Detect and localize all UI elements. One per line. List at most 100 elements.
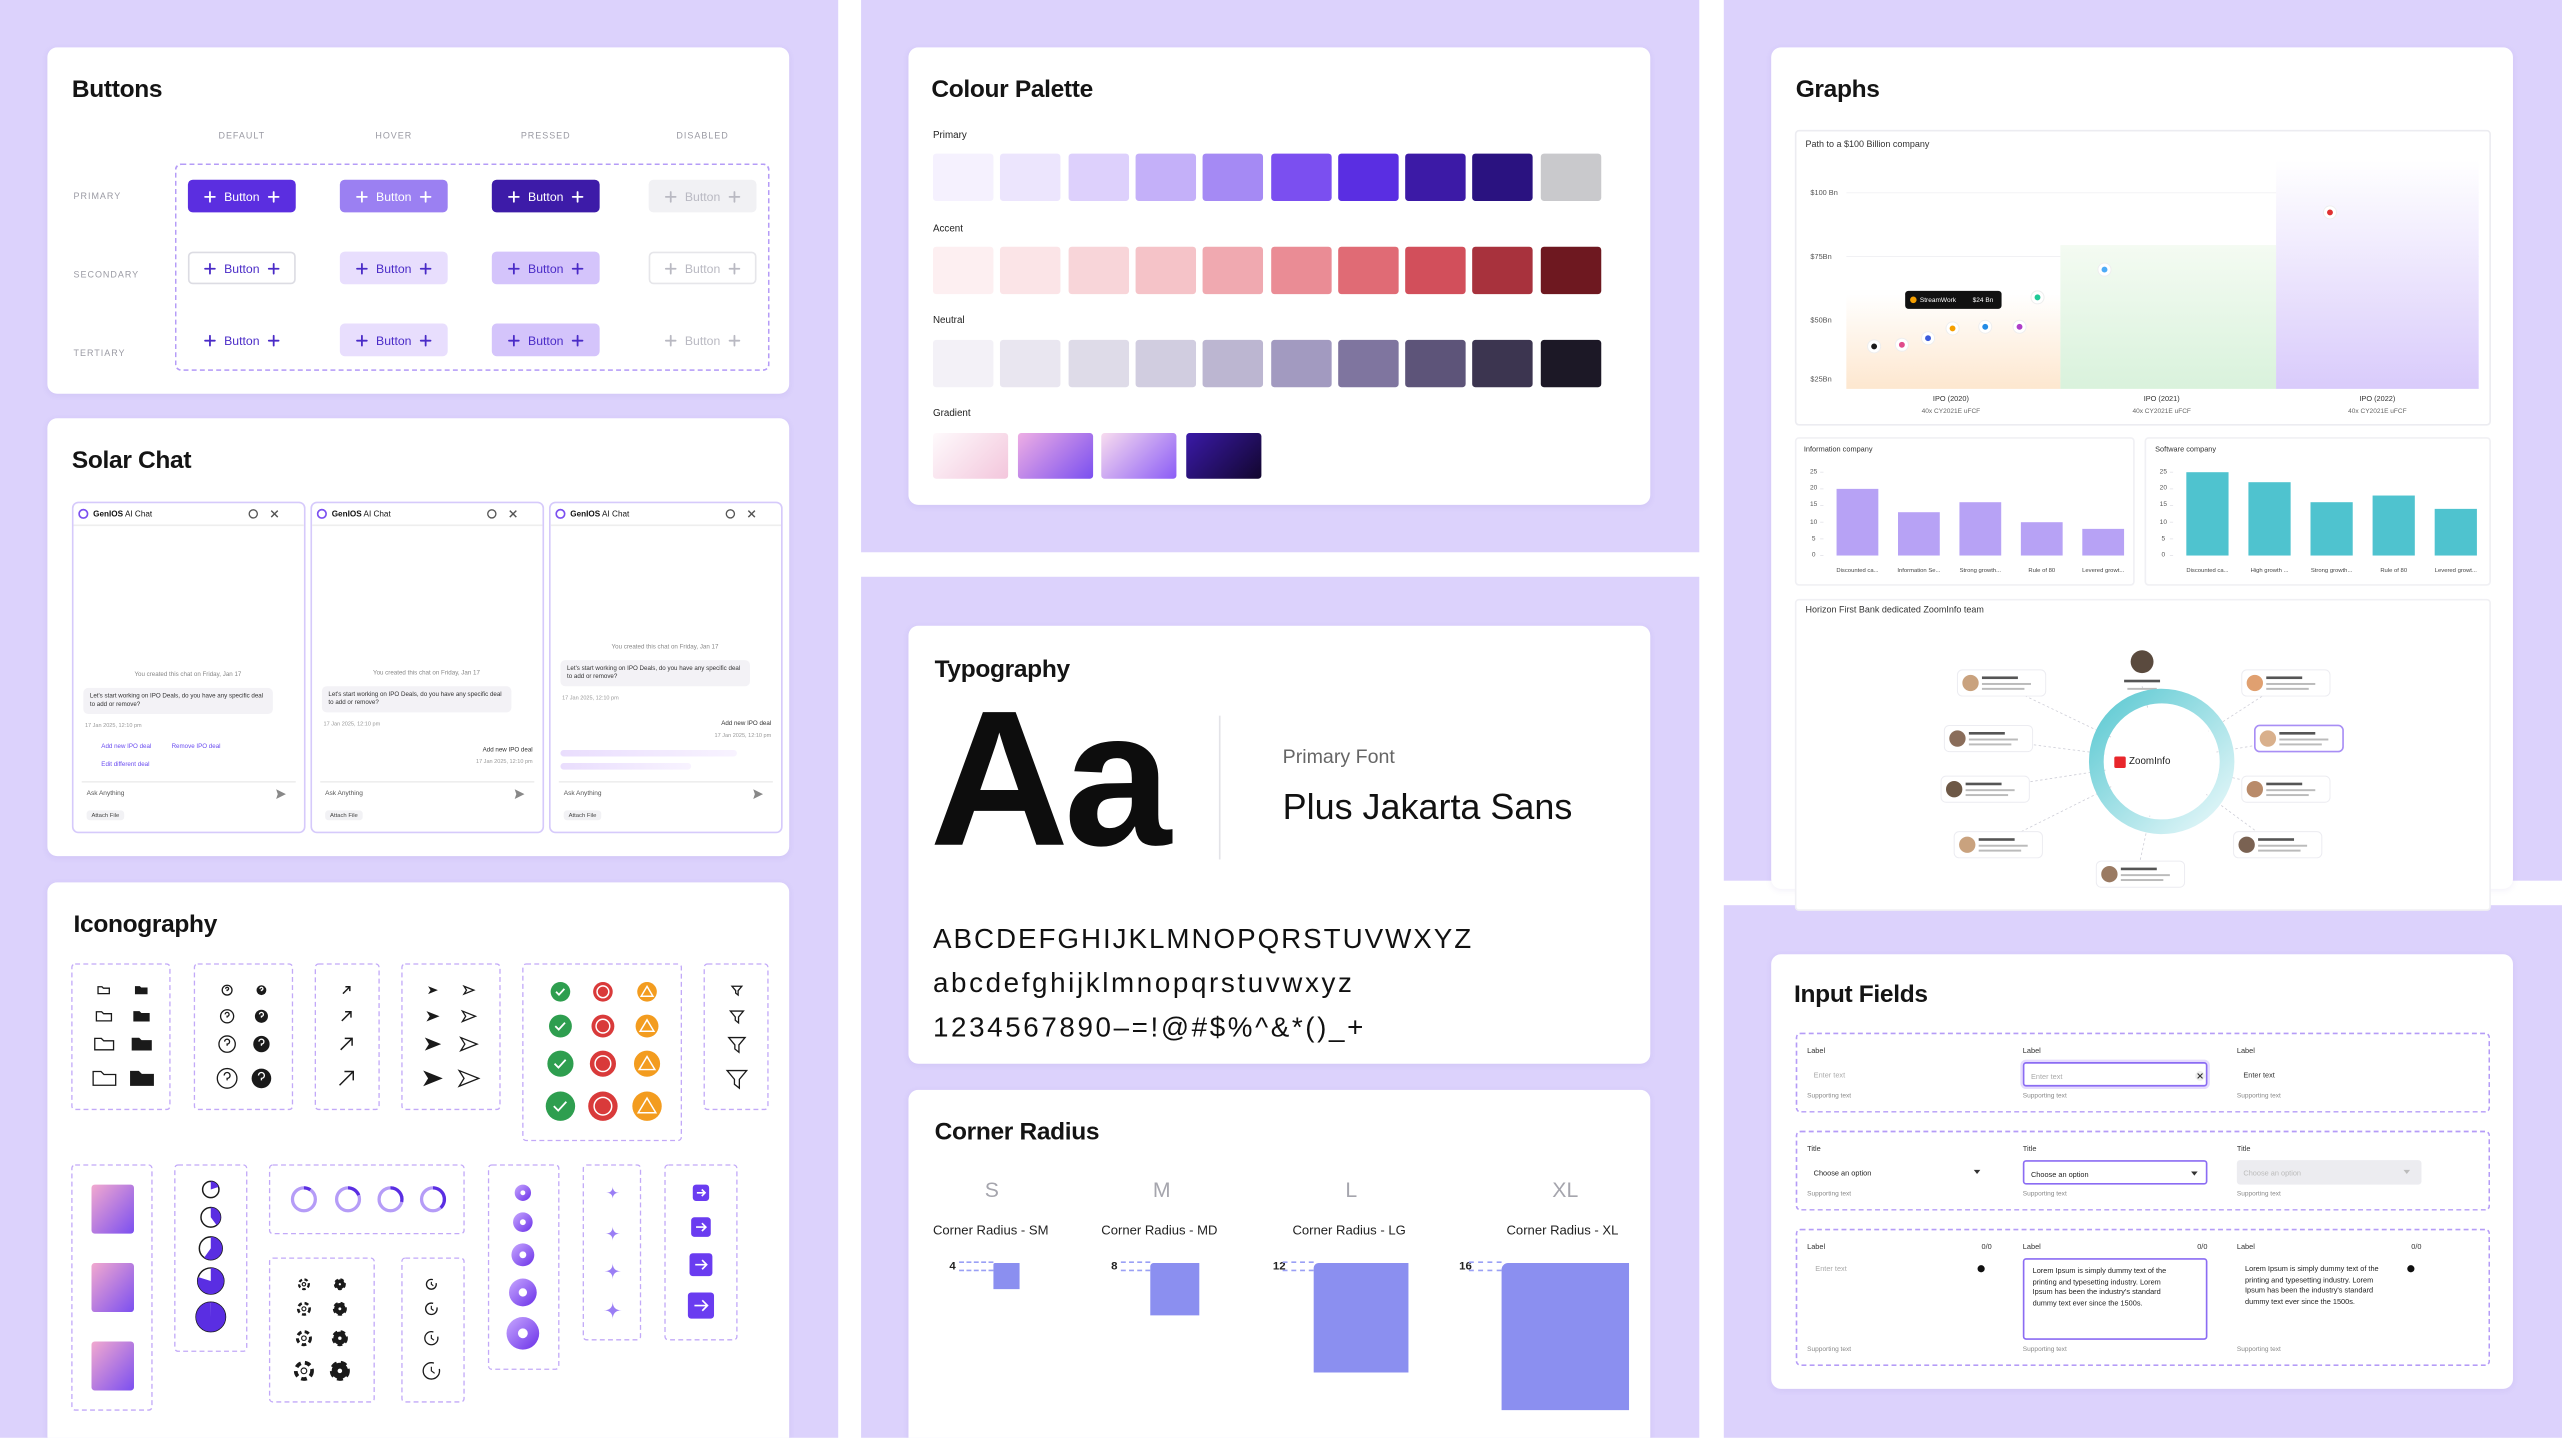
chat-input[interactable]: Ask Anything [320, 781, 535, 804]
history-hand [430, 1366, 435, 1374]
arrow-glyph [695, 1259, 708, 1270]
bar [2248, 482, 2291, 556]
plus-icon [728, 190, 740, 202]
colour-swatch [1067, 339, 1129, 388]
glyphs-uppercase: ABCDEFGHIJKLMNOPQRSTUVWXYZ [932, 923, 1474, 955]
gradient-tile [91, 1341, 134, 1391]
team-text [2127, 687, 2157, 690]
gradient-swatch [932, 432, 1009, 479]
button[interactable]: Button [187, 179, 296, 213]
text-field[interactable]: Enter text [1807, 1062, 1992, 1087]
bar [1959, 502, 2002, 556]
history-icon [725, 509, 736, 519]
warning-icon [637, 981, 657, 1002]
graphs-canvas [1794, 129, 2491, 911]
clear-glyph [2197, 1073, 2203, 1079]
team-text [1968, 743, 2012, 746]
team-avatar [1949, 730, 1966, 747]
button[interactable]: Button [491, 251, 600, 285]
button[interactable]: Button [339, 323, 448, 357]
text-area[interactable]: Enter text [1807, 1258, 1992, 1340]
card-title: Solar Chat [71, 446, 192, 475]
text-field[interactable]: Enter text [2022, 1062, 2208, 1087]
send-icon-outline [462, 984, 476, 996]
check-glyph [555, 988, 566, 997]
sparkle-icon [606, 1186, 620, 1200]
button[interactable]: Button [339, 251, 448, 285]
y-tick-label: 0 [2161, 550, 2166, 559]
icon-group [703, 963, 769, 1111]
field-placeholder: Enter text [2030, 1071, 2063, 1080]
bar [2020, 522, 2063, 556]
arrow-glyph [696, 1222, 708, 1232]
text-area[interactable]: Lorem Ipsum is simply dummy text of the … [2237, 1258, 2422, 1340]
y-tick-label: 10 [1810, 516, 1818, 525]
text-field[interactable]: Enter text [2237, 1062, 2422, 1087]
plus-icon [571, 262, 584, 274]
plus-icon [508, 262, 520, 274]
column-header: HOVER [375, 132, 413, 142]
radius-sample [1501, 1263, 1630, 1411]
field-label: Title [2022, 1144, 2037, 1153]
team-avatar [1959, 836, 1976, 853]
y-tick-label: $75Bn [1810, 252, 1832, 261]
button[interactable]: Button [491, 323, 600, 357]
app-logo [555, 508, 566, 519]
gear-hub [337, 1306, 343, 1312]
chart-title: Information company [1803, 445, 1873, 454]
header-divider [550, 524, 782, 527]
button[interactable]: Button [339, 179, 448, 213]
text-area[interactable]: Lorem Ipsum is simply dummy text of the … [2022, 1258, 2208, 1340]
progress-wedge [204, 1236, 223, 1260]
card-title: Corner Radius [934, 1118, 1100, 1146]
card-title: Graphs [1795, 75, 1880, 104]
attach-chip[interactable]: Attach File [563, 810, 602, 821]
chat-user-message: Add new IPO deal [721, 720, 772, 727]
app-suffix: AI Chat [363, 509, 391, 520]
company-logo-mark [1949, 325, 1956, 332]
select-field[interactable]: Choose an option [2236, 1160, 2422, 1185]
chat-input[interactable]: Ask Anything [558, 781, 773, 804]
team-avatar [2238, 836, 2255, 853]
plus-icon [419, 262, 432, 274]
chat-input[interactable]: Ask Anything [81, 781, 296, 804]
button[interactable]: Button [187, 251, 296, 285]
chat-header: GenIOS AI Chat [93, 510, 152, 520]
chat-created: You created this chat on Friday, Jan 17 [134, 671, 242, 678]
error-icon [593, 981, 613, 1002]
folder-icon [134, 986, 148, 995]
gear-icon [297, 1278, 310, 1291]
send-icon [514, 789, 525, 799]
header-divider [312, 524, 543, 527]
button[interactable]: Button [491, 179, 600, 213]
button[interactable]: Button [648, 251, 757, 285]
button[interactable]: Button [649, 324, 757, 357]
select-field[interactable]: Choose an option [2022, 1160, 2208, 1185]
caret-icon [2403, 1169, 2411, 1174]
attach-chip[interactable]: Attach File [325, 810, 363, 821]
button[interactable]: Button [188, 324, 296, 357]
help-glyph [223, 1071, 231, 1081]
icon-group [582, 1164, 642, 1341]
colour-swatch [1405, 246, 1466, 295]
caret-icon [2403, 1169, 2411, 1174]
x-tick-label: IPO (2020) [1932, 394, 1969, 403]
close-icon [270, 510, 279, 518]
colour-swatch [1202, 153, 1264, 201]
arrow-icon [342, 985, 351, 995]
radius-value: 16 [1459, 1261, 1472, 1273]
team-text [2258, 849, 2301, 852]
y-tick-label: 10 [2159, 516, 2167, 525]
warning-icon [632, 1091, 662, 1121]
button[interactable]: Button [648, 179, 757, 213]
field-label: Label [1807, 1046, 1826, 1055]
field-support: Supporting text [1807, 1189, 1852, 1198]
icon-group [174, 1164, 248, 1352]
bar [2372, 495, 2415, 556]
team-text [2266, 782, 2303, 786]
attach-chip[interactable]: Attach File [86, 810, 125, 821]
select-field[interactable]: Choose an option [1807, 1160, 1992, 1185]
send-icon [423, 1070, 443, 1087]
colour-swatch [1202, 339, 1264, 388]
